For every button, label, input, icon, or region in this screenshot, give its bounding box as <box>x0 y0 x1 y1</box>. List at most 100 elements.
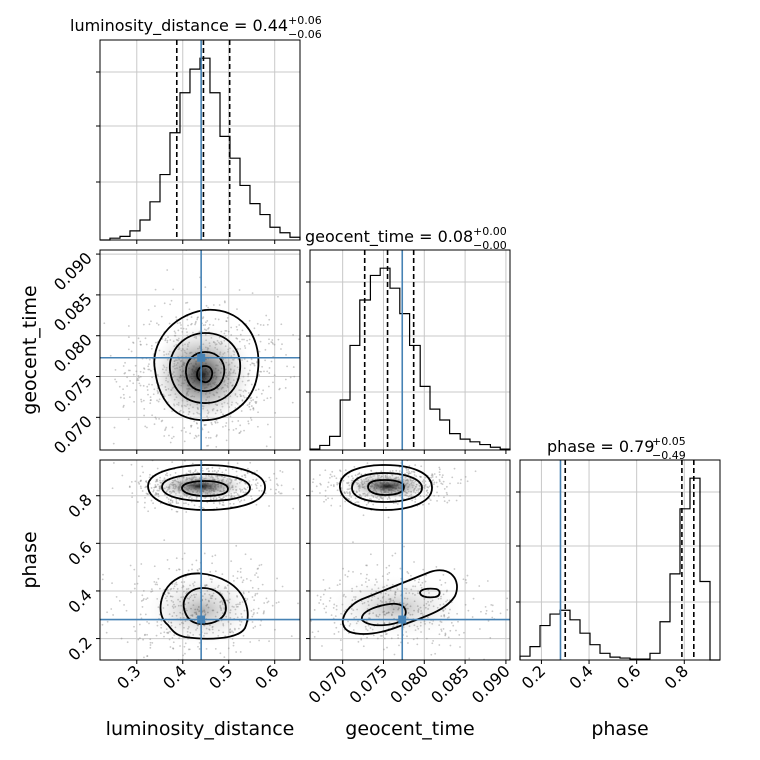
scatter-point <box>276 577 278 580</box>
scatter-point <box>201 469 204 472</box>
xlabel-phase: phase <box>591 718 648 740</box>
scatter-point <box>449 644 452 647</box>
scatter-point <box>122 393 125 396</box>
scatter-point <box>137 379 140 382</box>
scatter-point <box>194 470 196 473</box>
scatter-point <box>126 385 129 387</box>
scatter-point <box>270 360 273 363</box>
scatter-point <box>250 558 252 560</box>
scatter-point <box>147 368 150 371</box>
x-tick-label-luminosity-distance: 0.3 <box>113 661 144 692</box>
scatter-point <box>229 502 232 505</box>
scatter-point <box>201 317 204 320</box>
scatter-point <box>135 370 138 373</box>
scatter-point <box>324 489 327 492</box>
scatter-point <box>212 324 215 327</box>
scatter-point <box>268 505 270 507</box>
scatter-point <box>436 491 438 494</box>
scatter-point <box>466 480 469 483</box>
scatter-point <box>268 318 271 321</box>
scatter-point <box>388 564 391 567</box>
contour-line <box>147 464 266 511</box>
scatter-point <box>194 469 197 471</box>
scatter-point <box>134 630 137 633</box>
scatter-point <box>398 644 400 647</box>
scatter-point <box>438 480 441 483</box>
scatter-point <box>238 324 241 326</box>
scatter-point <box>264 348 267 351</box>
scatter-point <box>308 361 310 363</box>
scatter-point <box>236 570 239 573</box>
scatter-point <box>251 292 254 295</box>
scatter-point <box>353 465 356 468</box>
scatter-point <box>148 383 150 386</box>
scatter-point <box>281 471 284 473</box>
scatter-point <box>106 611 108 614</box>
scatter-point <box>344 469 347 472</box>
scatter-point <box>211 423 213 426</box>
scatter-point <box>275 488 278 491</box>
scatter-point <box>172 288 175 291</box>
scatter-point <box>152 489 155 492</box>
scatter-point <box>188 648 191 651</box>
scatter-point <box>257 567 260 570</box>
scatter-point <box>281 585 284 588</box>
scatter-point <box>263 399 265 402</box>
scatter-point <box>160 420 163 423</box>
scatter-point <box>182 654 185 657</box>
scatter-point <box>344 492 347 495</box>
scatter-point <box>205 304 208 307</box>
scatter-point <box>111 582 113 584</box>
scatter-point <box>224 301 226 304</box>
scatter-point <box>332 484 335 486</box>
scatter-point <box>144 496 146 499</box>
scatter-point <box>352 541 354 544</box>
scatter-point <box>360 637 363 640</box>
scatter-point <box>271 341 274 344</box>
scatter-point <box>416 643 419 646</box>
scatter-point <box>489 636 492 639</box>
scatter-point <box>383 648 385 651</box>
scatter-point <box>171 437 173 440</box>
density-body <box>103 250 310 464</box>
y-tick-label-geocent-time: 0.090 <box>50 248 96 294</box>
scatter-point <box>122 406 125 408</box>
scatter-point <box>235 544 238 547</box>
scatter-point <box>255 389 257 392</box>
scatter-point <box>148 323 151 326</box>
scatter-point <box>431 476 434 478</box>
y-tick-label-geocent-time: 0.075 <box>50 371 96 417</box>
scatter-point <box>129 564 132 567</box>
scatter-point <box>220 462 222 464</box>
scatter-point <box>248 480 251 483</box>
scatter-point <box>239 424 242 427</box>
scatter-point <box>264 359 267 362</box>
scatter-point <box>268 367 271 369</box>
x-tick-label-phase: 0.2 <box>518 661 549 692</box>
scatter-point <box>409 574 412 577</box>
scatter-point <box>453 467 456 470</box>
scatter-point <box>232 644 235 647</box>
scatter-point <box>331 475 333 478</box>
scatter-point <box>143 414 145 417</box>
scatter-point <box>268 338 270 341</box>
scatter-point <box>187 470 190 473</box>
scatter-point <box>262 389 265 392</box>
scatter-point <box>408 465 411 467</box>
scatter-point <box>172 647 174 650</box>
scatter-point <box>350 496 353 498</box>
scatter-point <box>185 302 187 304</box>
scatter-point <box>260 563 263 566</box>
scatter-point <box>437 494 440 497</box>
scatter-point <box>330 504 333 507</box>
scatter-point <box>459 646 461 648</box>
scatter-point <box>178 568 181 571</box>
scatter-point <box>239 430 242 433</box>
scatter-point <box>254 625 257 628</box>
scatter-point <box>227 647 230 650</box>
scatter-point <box>125 609 128 612</box>
scatter-point <box>119 396 122 399</box>
contour-line <box>181 480 229 497</box>
scatter-point <box>460 478 462 481</box>
scatter-point <box>322 593 325 596</box>
